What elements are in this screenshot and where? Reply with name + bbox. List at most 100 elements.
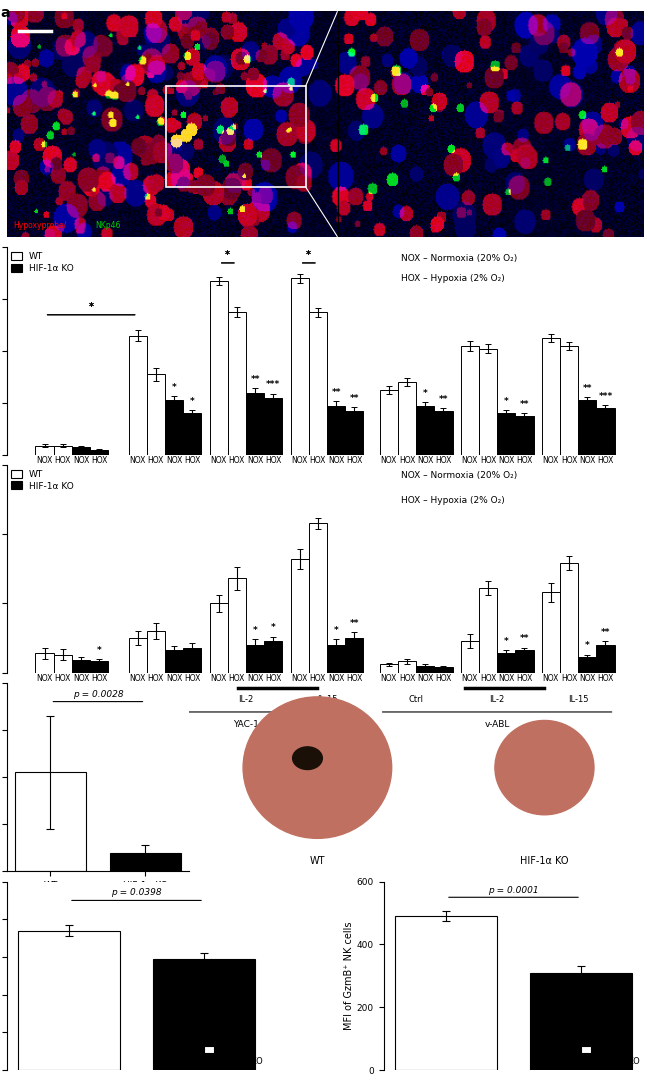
Bar — [291, 559, 309, 672]
Text: p = 0.0001: p = 0.0001 — [488, 885, 539, 895]
Bar — [54, 655, 72, 672]
Bar — [345, 411, 363, 455]
Legend: WT, HIF-1α KO: WT, HIF-1α KO — [581, 1045, 640, 1066]
Text: Ctrl: Ctrl — [157, 478, 172, 486]
Bar — [434, 411, 452, 455]
Bar — [165, 651, 183, 672]
Text: **: ** — [520, 635, 529, 643]
Text: v-ABL: v-ABL — [484, 503, 510, 511]
Bar — [395, 916, 497, 1070]
Bar — [398, 383, 416, 455]
Text: ***: *** — [266, 381, 281, 389]
Text: HOX – Hypoxia (2% O₂): HOX – Hypoxia (2% O₂) — [402, 496, 505, 505]
Text: *: * — [504, 638, 508, 646]
Bar — [479, 588, 497, 672]
Bar — [72, 448, 90, 455]
Text: IL-2: IL-2 — [489, 478, 505, 486]
Legend: WT, HIF-1α KO: WT, HIF-1α KO — [11, 469, 74, 491]
Bar — [90, 450, 109, 455]
Text: HIF-1α KO: HIF-1α KO — [520, 856, 569, 866]
Bar — [227, 312, 246, 455]
Bar — [54, 445, 72, 455]
Text: Hypoxyprobe/: Hypoxyprobe/ — [13, 222, 66, 230]
Bar — [479, 348, 497, 455]
Legend: WT, HIF-1α KO: WT, HIF-1α KO — [204, 1045, 263, 1066]
Text: ***: *** — [598, 392, 612, 401]
Bar — [434, 667, 452, 672]
Text: **: ** — [332, 388, 341, 398]
Bar — [541, 338, 560, 455]
Bar — [183, 413, 202, 455]
Bar — [36, 653, 54, 672]
Text: **: ** — [439, 395, 448, 403]
Bar — [380, 390, 398, 455]
Bar — [246, 645, 265, 672]
Ellipse shape — [495, 720, 594, 815]
Text: *: * — [585, 641, 590, 651]
Bar — [15, 772, 86, 871]
Text: **: ** — [250, 375, 260, 384]
Text: a: a — [0, 6, 10, 21]
Bar — [578, 657, 596, 672]
Text: *: * — [190, 397, 195, 406]
Bar — [327, 405, 345, 455]
Text: IL-2: IL-2 — [239, 478, 254, 486]
Bar — [541, 592, 560, 672]
Bar — [153, 959, 255, 1070]
Text: *: * — [88, 303, 94, 312]
Text: *: * — [172, 383, 177, 392]
Text: *: * — [226, 251, 230, 261]
Text: *: * — [97, 645, 101, 655]
Bar — [309, 312, 327, 455]
Text: HOX – Hypoxia (2% O₂): HOX – Hypoxia (2% O₂) — [402, 275, 505, 283]
Bar — [246, 392, 265, 455]
Bar — [596, 645, 614, 672]
Bar — [129, 335, 147, 455]
Bar — [497, 413, 515, 455]
Bar — [497, 653, 515, 672]
Text: *: * — [88, 303, 94, 312]
Text: NOX – Normoxia (20% O₂): NOX – Normoxia (20% O₂) — [402, 254, 517, 263]
Bar — [183, 648, 202, 672]
Bar — [380, 664, 398, 672]
Text: YAC-1: YAC-1 — [233, 720, 259, 730]
Bar — [165, 400, 183, 455]
Text: **: ** — [520, 400, 529, 409]
Bar — [90, 662, 109, 672]
Bar — [129, 638, 147, 672]
Text: **: ** — [601, 628, 610, 637]
Text: Ctrl: Ctrl — [409, 478, 424, 486]
Bar — [461, 346, 479, 455]
Bar — [110, 853, 181, 871]
Bar — [515, 651, 534, 672]
Bar — [309, 523, 327, 672]
Text: IL-2: IL-2 — [489, 695, 505, 705]
Text: *: * — [504, 397, 508, 406]
Text: *: * — [253, 626, 257, 636]
Text: YAC-1: YAC-1 — [233, 503, 259, 511]
Bar — [560, 563, 578, 672]
Bar — [265, 398, 283, 455]
Text: IL-2: IL-2 — [239, 695, 254, 705]
Text: NOX – Normoxia (20% O₂): NOX – Normoxia (20% O₂) — [402, 471, 517, 480]
Text: NKp46: NKp46 — [96, 222, 121, 230]
Bar — [560, 346, 578, 455]
Bar — [515, 416, 534, 455]
Bar — [36, 445, 54, 455]
Bar — [530, 973, 632, 1070]
Bar — [345, 638, 363, 672]
Bar — [209, 603, 228, 672]
Bar — [461, 641, 479, 672]
Bar — [227, 578, 246, 672]
Bar — [18, 931, 120, 1070]
Bar — [72, 660, 90, 672]
Bar — [265, 641, 283, 672]
Text: *: * — [226, 251, 230, 261]
Text: *: * — [306, 251, 311, 261]
Text: *: * — [306, 251, 311, 261]
Text: **: ** — [582, 384, 592, 392]
Text: *: * — [333, 626, 339, 636]
Bar — [166, 85, 306, 187]
Text: p = 0.0028: p = 0.0028 — [73, 691, 124, 699]
Text: **: ** — [350, 619, 359, 628]
